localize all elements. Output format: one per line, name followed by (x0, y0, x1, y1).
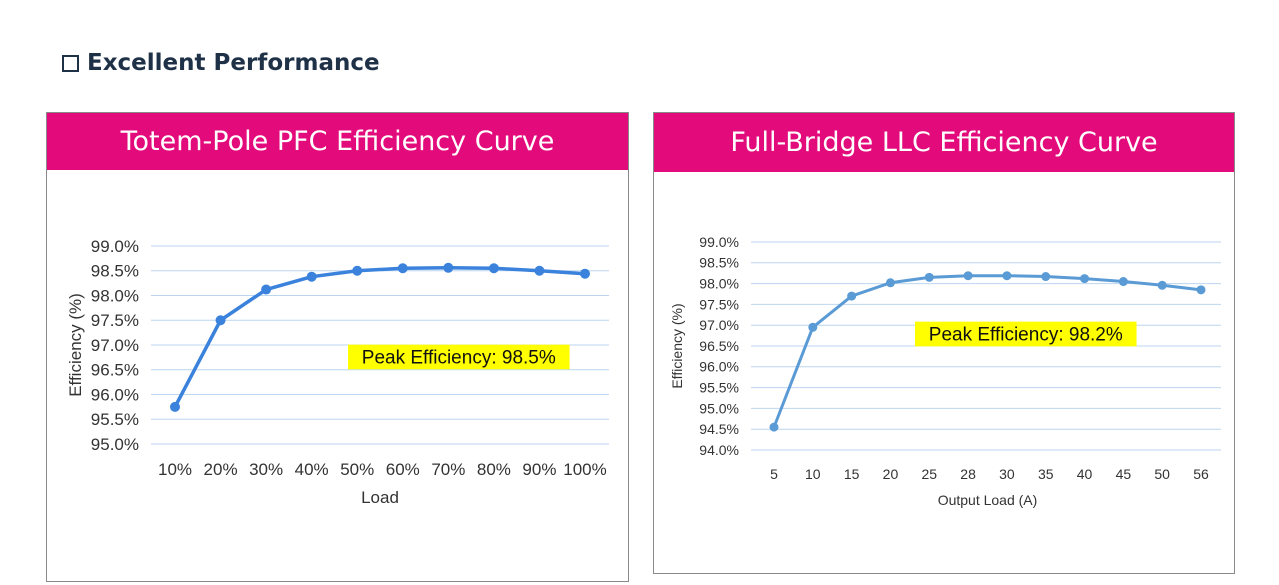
llc-x-tick-label: 10 (805, 466, 821, 482)
llc-y-tick-label: 94.5% (699, 421, 739, 437)
llc-x-tick-label: 35 (1038, 466, 1054, 482)
pfc-data-point (443, 262, 454, 273)
llc-y-tick-label: 96.0% (699, 359, 739, 375)
llc-y-tick-label: 94.0% (699, 442, 739, 458)
llc-y-tick-label: 95.5% (699, 380, 739, 396)
llc-data-point (924, 272, 934, 282)
pfc-x-tick-label: 70% (431, 460, 465, 479)
pfc-y-tick-label: 98.0% (91, 286, 139, 305)
pfc-data-point (397, 263, 408, 274)
llc-data-point (1157, 280, 1167, 290)
pfc-x-tick-label: 60% (386, 460, 420, 479)
llc-y-tick-label: 97.0% (699, 317, 739, 333)
pfc-data-point (580, 268, 590, 279)
pfc-data-point (352, 265, 363, 276)
llc-x-tick-label: 50 (1154, 466, 1170, 482)
llc-x-tick-label: 20 (883, 466, 899, 482)
pfc-data-point (170, 401, 180, 412)
pfc-y-tick-label: 98.5% (91, 262, 139, 281)
llc-annotation-highlight (915, 321, 1137, 347)
llc-data-point (1041, 272, 1051, 282)
llc-y-tick-label: 97.5% (699, 296, 739, 312)
pfc-y-tick-label: 96.5% (91, 361, 139, 380)
llc-series-line (772, 274, 1203, 429)
llc-y-axis-label: Efficiency (%) (669, 303, 685, 388)
llc-data-point (963, 271, 973, 281)
pfc-annotation-text: Peak Efficiency: 98.5% (362, 348, 556, 369)
llc-y-tick-label: 95.0% (699, 400, 739, 416)
llc-chart-title: Full-Bridge LLC Efficiency Curve (654, 113, 1234, 172)
pfc-x-axis-label: Load (361, 488, 399, 507)
checkbox-icon (62, 54, 79, 72)
llc-chart-panel: Full-Bridge LLC Efficiency Curve 94.0% 94… (653, 112, 1235, 574)
pfc-series-line (173, 266, 587, 409)
llc-y-tick-label: 96.5% (699, 338, 739, 354)
pfc-data-point (215, 315, 226, 326)
llc-annotation-text: Peak Efficiency: 98.2% (929, 325, 1123, 346)
pfc-chart-panel: Totem-Pole PFC Efficiency Curve 95.0% 95.… (46, 112, 629, 582)
pfc-data-point (306, 271, 317, 282)
pfc-x-tick-label: 100% (563, 460, 606, 479)
pfc-x-tick-label: 30% (249, 460, 283, 479)
llc-x-tick-label: 45 (1116, 466, 1132, 482)
llc-x-tick-label: 30 (999, 466, 1015, 482)
llc-x-tick-label: 15 (844, 466, 860, 482)
llc-efficiency-chart: 94.0% 94.5% 95.0% 95.5% 96.0% 96.5% 97.0% 97.5%… (669, 234, 1221, 508)
pfc-x-tick-label: 10% (158, 460, 192, 479)
pfc-y-tick-label: 97.0% (91, 336, 139, 355)
pfc-efficiency-chart: 95.0% 95.5% 96.0% 96.5% 97.0% 97.5% 98.0% 98.5%… (66, 237, 609, 507)
llc-y-tick-label: 98.5% (699, 255, 739, 271)
pfc-x-tick-label: 40% (295, 460, 329, 479)
pfc-y-axis-label: Efficiency (%) (66, 293, 85, 397)
pfc-x-tick-label: 80% (477, 460, 511, 479)
llc-x-tick-label: 25 (921, 466, 937, 482)
llc-data-point (847, 291, 857, 301)
llc-data-point (1118, 277, 1128, 287)
pfc-data-point (534, 265, 545, 276)
pfc-x-tick-label: 90% (522, 460, 556, 479)
llc-x-tick-label: 28 (960, 466, 976, 482)
llc-x-tick-label: 5 (770, 466, 778, 482)
pfc-y-tick-label: 95.0% (91, 435, 139, 454)
pfc-annotation-highlight (348, 344, 570, 370)
llc-x-axis-label: Output Load (A) (938, 492, 1038, 508)
llc-data-point (808, 322, 818, 332)
llc-data-point (885, 278, 895, 288)
llc-data-point (769, 422, 779, 432)
pfc-x-tick-label: 50% (340, 460, 374, 479)
pfc-data-point (261, 284, 272, 295)
llc-data-point (1002, 271, 1012, 281)
llc-data-point (1080, 274, 1090, 284)
llc-y-tick-label: 98.0% (699, 276, 739, 292)
llc-y-tick-label: 99.0% (699, 234, 739, 250)
section-heading: Excellent Performance (62, 50, 380, 76)
pfc-chart-title: Totem-Pole PFC Efficiency Curve (47, 113, 628, 170)
llc-x-tick-label: 56 (1193, 466, 1209, 482)
llc-x-tick-label: 40 (1077, 466, 1093, 482)
pfc-y-tick-label: 95.5% (91, 410, 139, 429)
pfc-y-tick-label: 99.0% (91, 237, 139, 256)
heading-text: Excellent Performance (87, 50, 380, 76)
pfc-y-tick-label: 96.0% (91, 385, 139, 404)
pfc-x-tick-label: 20% (204, 460, 238, 479)
pfc-data-point (488, 263, 499, 274)
pfc-y-tick-label: 97.5% (91, 311, 139, 330)
llc-data-point (1196, 285, 1206, 295)
